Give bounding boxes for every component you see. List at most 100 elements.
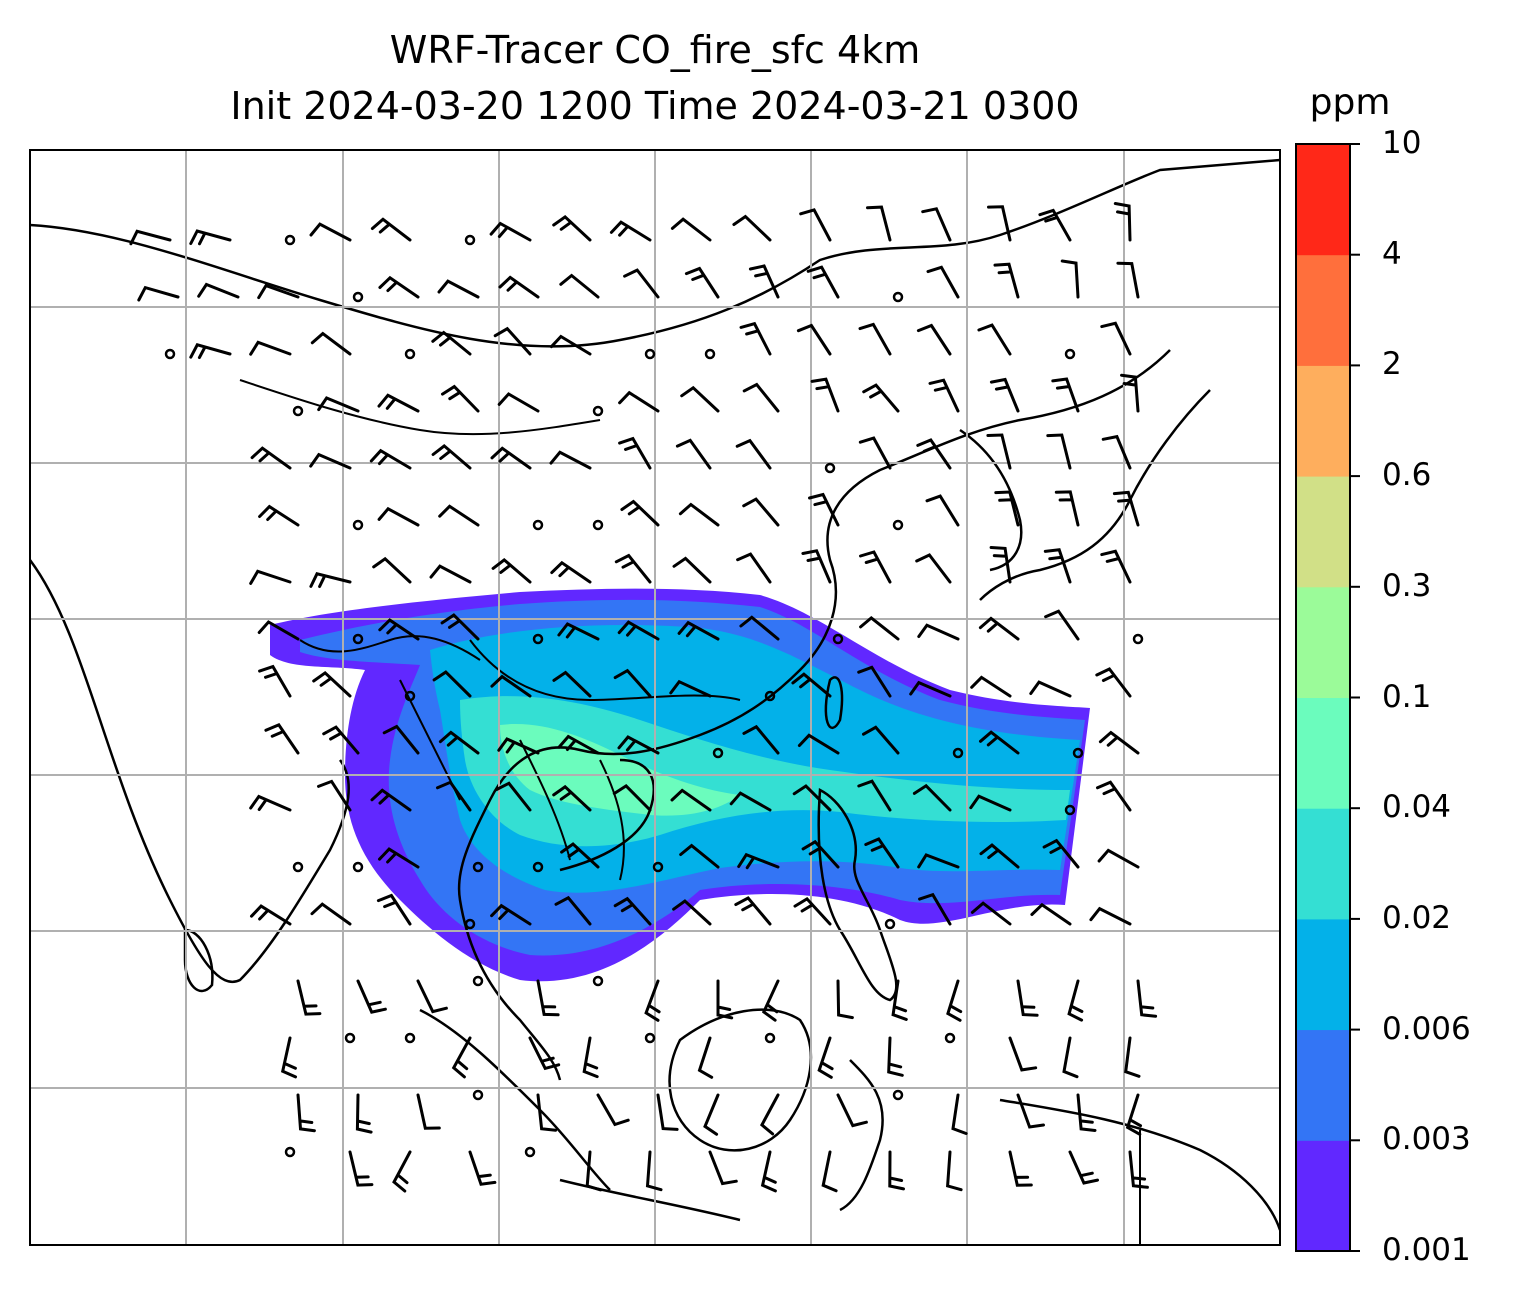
wind-barb — [736, 552, 772, 584]
wind-barb — [559, 273, 600, 299]
wind-barb — [438, 504, 480, 527]
colorbar-segment — [1296, 808, 1350, 920]
wind-barb — [858, 436, 892, 470]
wind-barb — [370, 217, 412, 242]
wind-barb — [1043, 548, 1072, 584]
wind-barb — [1116, 261, 1140, 299]
wind-barb — [742, 724, 780, 755]
wind-barb — [979, 730, 1020, 755]
wind-barb — [810, 377, 840, 413]
wind-barb — [377, 506, 420, 527]
wind-barb — [994, 490, 1020, 527]
wind-barb — [916, 323, 952, 356]
calm-wind-marker — [712, 747, 724, 759]
wind-barb — [309, 222, 352, 242]
wind-barb — [859, 615, 900, 641]
wind-barb — [993, 262, 1020, 299]
wind-barb — [979, 843, 1020, 869]
wind-barb — [672, 899, 712, 926]
wind-barb — [918, 892, 952, 926]
wind-barb — [1044, 609, 1080, 641]
wind-barb — [796, 323, 832, 356]
wind-barb — [438, 730, 480, 755]
wind-barb — [310, 331, 352, 356]
wind-barb — [1008, 1036, 1038, 1072]
wind-barb — [708, 1150, 738, 1186]
wind-barb — [678, 502, 720, 527]
wind-barb — [857, 779, 892, 812]
wind-barb — [739, 615, 780, 641]
wind-barb — [392, 1150, 412, 1193]
wind-barb — [355, 1093, 373, 1134]
wind-barb — [1095, 667, 1132, 698]
wind-barb — [613, 668, 652, 698]
wind-barb — [1076, 1093, 1097, 1132]
wind-barb — [808, 492, 840, 527]
wind-barb — [620, 499, 660, 527]
wind-barb — [1016, 1093, 1045, 1129]
wind-barb — [416, 1093, 441, 1130]
wind-barb — [1125, 1093, 1142, 1136]
wind-barb — [378, 618, 420, 641]
wind-barb — [926, 265, 960, 299]
wind-barb — [669, 679, 712, 698]
colorbar-frame — [1295, 143, 1351, 1252]
wind-barb — [612, 783, 652, 812]
calm-wind-marker — [832, 633, 844, 645]
wind-barb — [742, 497, 780, 527]
calm-wind-marker — [592, 405, 604, 417]
wind-barb — [791, 672, 832, 698]
wind-barb — [437, 279, 480, 299]
calm-wind-marker — [464, 234, 476, 246]
wind-barb — [1030, 902, 1072, 926]
colorbar-segment — [1296, 144, 1350, 256]
colorbar-unit: ppm — [1309, 82, 1391, 123]
wind-barb — [862, 383, 900, 413]
wind-barb — [670, 217, 712, 242]
wind-barb — [1096, 780, 1132, 812]
wind-barb — [672, 556, 712, 584]
wind-barb — [925, 494, 960, 527]
wind-barb — [382, 724, 420, 755]
wind-barb — [1089, 906, 1132, 926]
wind-barb — [494, 781, 532, 812]
wind-barb — [596, 1093, 630, 1127]
calm-wind-marker — [464, 918, 476, 930]
wind-barb — [760, 1150, 777, 1193]
wind-barb — [716, 979, 734, 1020]
map-area — [30, 150, 1280, 1245]
wind-barb — [436, 780, 472, 812]
wind-barb — [552, 670, 592, 698]
colorbar-tick-label: 0.02 — [1382, 899, 1452, 936]
wind-barb — [977, 323, 1012, 356]
wind-barb — [1098, 730, 1140, 755]
wind-barb — [249, 340, 292, 356]
calm-wind-marker — [352, 633, 364, 645]
wind-barb — [864, 837, 900, 869]
wind-barb — [309, 572, 352, 588]
wind-barb — [986, 433, 1012, 470]
wind-barb — [739, 321, 772, 356]
wind-barb — [836, 1093, 868, 1128]
country-borders — [239, 379, 1141, 1245]
wind-barb — [356, 979, 387, 1014]
calm-wind-marker — [1072, 747, 1084, 759]
wind-barb — [737, 852, 780, 870]
wind-barb — [280, 1036, 297, 1079]
wind-barb — [310, 902, 352, 926]
wind-barb — [552, 214, 592, 242]
wind-barb — [441, 384, 480, 413]
wind-barb — [623, 268, 660, 299]
colorbar-tick-label: 0.04 — [1382, 789, 1452, 826]
wind-barb — [258, 504, 300, 527]
wind-barb — [792, 784, 832, 812]
colorbar-segment — [1296, 1029, 1350, 1141]
map-title: WRF-Tracer CO_fire_sfc 4km — [389, 28, 921, 72]
wind-barb — [821, 1150, 838, 1193]
wind-barb — [554, 895, 592, 926]
wind-barb — [888, 1150, 905, 1191]
wind-barb — [915, 553, 952, 584]
calm-wind-marker — [644, 348, 656, 360]
wind-barb — [761, 979, 780, 1022]
wind-barb — [928, 378, 960, 413]
